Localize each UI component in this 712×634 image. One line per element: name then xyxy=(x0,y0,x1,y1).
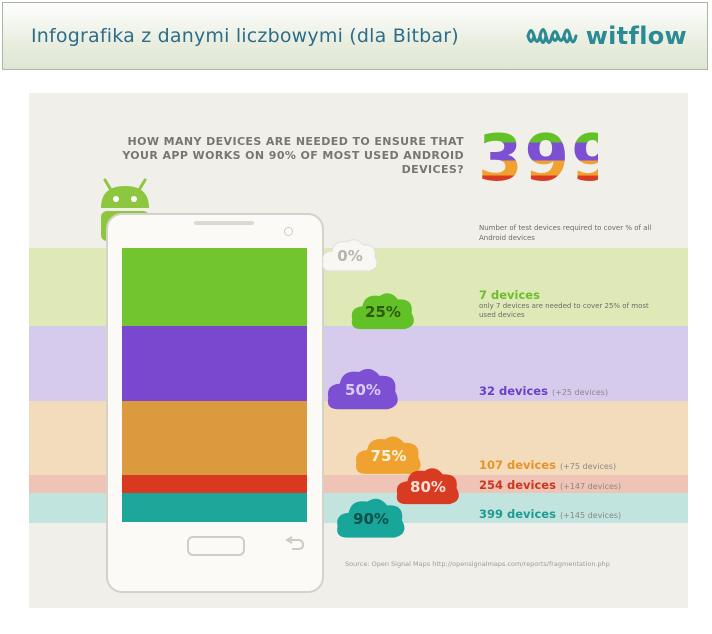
cloud-shape-icon xyxy=(327,368,398,410)
devices-extra-90: (+145 devices) xyxy=(559,511,622,520)
wave-logo-icon xyxy=(526,28,578,44)
cloud-75: 75% xyxy=(351,431,426,481)
phone-speaker xyxy=(194,221,254,225)
cloud-75-label: 75% xyxy=(370,447,407,465)
cloud-shape-icon xyxy=(396,468,459,505)
screen-segment-25 xyxy=(122,248,307,326)
label-90: 399 devices (+145 devices) xyxy=(479,507,621,521)
cloud-shape-icon xyxy=(337,498,405,538)
cloud-90-label: 90% xyxy=(353,510,389,528)
devices-count-80: 254 devices xyxy=(479,478,556,492)
devices-extra-75: (+75 devices) xyxy=(559,462,617,471)
slide-title: Infografika z danymi liczbowymi (dla Bit… xyxy=(31,25,459,47)
brand-name: witflow xyxy=(585,22,687,50)
cloud-0-label: 0% xyxy=(337,247,363,265)
devices-count-50: 32 devices xyxy=(479,384,548,398)
infographic-panel: HOW MANY DEVICES ARE NEEDED TO ENSURE TH… xyxy=(29,93,688,608)
source-note: Source: Open Signal Maps http://opensign… xyxy=(345,560,610,568)
cloud-90: 90% xyxy=(331,493,411,545)
question-heading: HOW MANY DEVICES ARE NEEDED TO ENSURE TH… xyxy=(122,135,464,176)
back-arrow-icon xyxy=(285,536,305,550)
big-number: 399 xyxy=(478,126,598,186)
devices-extra-80: (+147 devices) xyxy=(559,482,622,491)
cloud-80: 80% xyxy=(392,463,464,511)
screen-segment-75 xyxy=(122,401,307,475)
chart-note: Number of test devices required to cover… xyxy=(479,224,652,242)
cloud-25: 25% xyxy=(347,288,419,336)
devices-count-25: 7 devices xyxy=(479,288,540,302)
cloud-80-label: 80% xyxy=(410,478,446,496)
cloud-shape-icon xyxy=(351,293,414,330)
cloud-shape-icon xyxy=(322,239,378,272)
screen-segment-80 xyxy=(122,475,307,493)
cloud-50-label: 50% xyxy=(345,381,381,399)
devices-count-90: 399 devices xyxy=(479,507,556,521)
description-25: only 7 devices are needed to cover 25% o… xyxy=(479,302,649,319)
cloud-50: 50% xyxy=(322,363,404,417)
devices-count-75: 107 devices xyxy=(479,458,556,472)
big-number-text: 399 xyxy=(478,126,598,186)
label-50: 32 devices (+25 devices) xyxy=(479,384,608,398)
label-75: 107 devices (+75 devices) xyxy=(479,458,616,472)
phone-screen xyxy=(122,248,307,522)
phone-camera-icon xyxy=(284,227,293,236)
screen-segment-50 xyxy=(122,326,307,401)
label-25: 7 devices xyxy=(479,288,540,302)
phone-home-button xyxy=(187,536,245,556)
cloud-shape-icon xyxy=(355,436,421,474)
cloud-0: 0% xyxy=(319,235,381,277)
label-80: 254 devices (+147 devices) xyxy=(479,478,621,492)
brand-logo: witflow xyxy=(526,21,687,51)
screen-segment-90 xyxy=(122,493,307,522)
devices-extra-50: (+25 devices) xyxy=(551,388,609,397)
slide-header: Infografika z danymi liczbowymi (dla Bit… xyxy=(2,2,708,70)
cloud-25-label: 25% xyxy=(365,303,401,321)
